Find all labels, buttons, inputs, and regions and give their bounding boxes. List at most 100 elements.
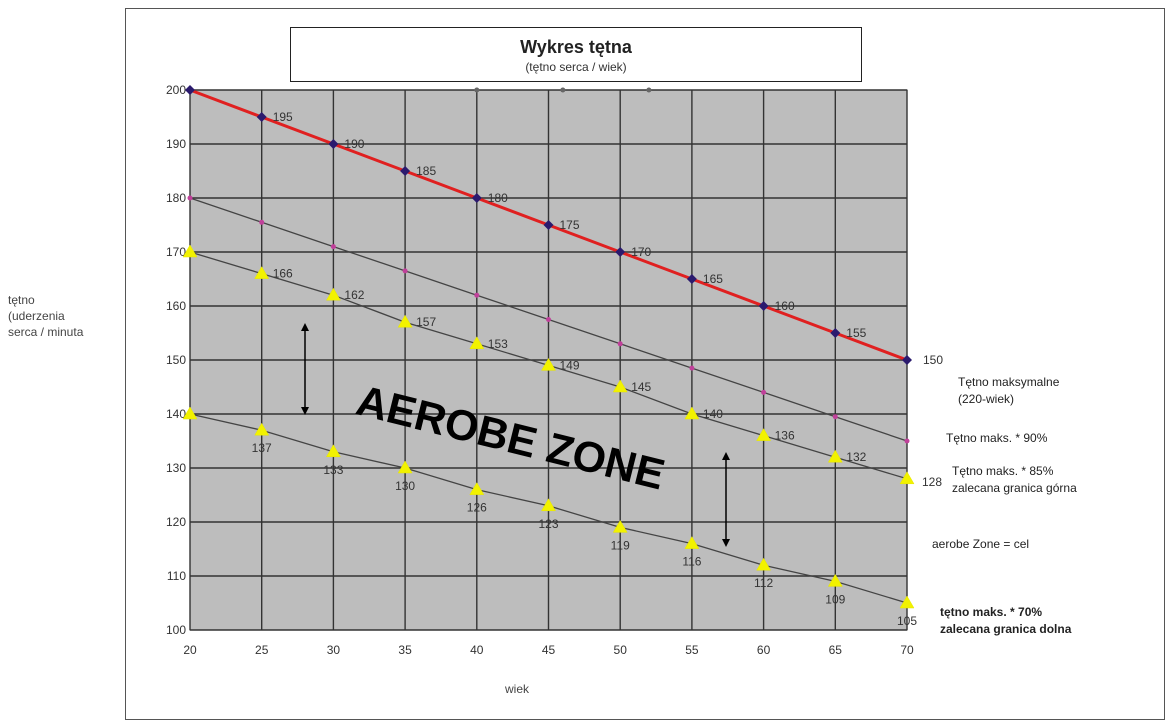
data-point-p90 bbox=[832, 414, 838, 420]
data-point-p90 bbox=[259, 219, 265, 225]
data-point-p90 bbox=[474, 292, 480, 298]
data-point-max bbox=[830, 328, 841, 338]
data-point-p70 bbox=[469, 482, 485, 495]
x-tick-label: 45 bbox=[542, 643, 556, 657]
stray-point bbox=[474, 87, 480, 93]
data-label-p85: 149 bbox=[560, 358, 580, 372]
x-tick-label: 65 bbox=[829, 643, 843, 657]
data-point-p90 bbox=[402, 268, 408, 274]
data-label-p85: 132 bbox=[846, 450, 866, 464]
data-point-max bbox=[543, 220, 554, 230]
x-tick-label: 50 bbox=[614, 643, 628, 657]
legend-p70-label: tętno maks. * 70% zalecana granica dolna bbox=[940, 604, 1071, 638]
stray-point bbox=[646, 87, 652, 93]
data-point-max bbox=[758, 301, 769, 311]
legend-line: Tętno maks. * 90% bbox=[946, 431, 1048, 445]
data-point-p70 bbox=[325, 444, 341, 458]
data-point-p85 bbox=[899, 471, 915, 485]
chart-title: Wykres tętna bbox=[520, 37, 632, 57]
x-tick-label: 30 bbox=[327, 643, 341, 657]
y-tick-label: 150 bbox=[166, 353, 186, 367]
data-label-p70: 109 bbox=[825, 592, 845, 606]
x-tick-label: 55 bbox=[685, 643, 699, 657]
y-tick-label: 190 bbox=[166, 137, 186, 151]
data-label-p70: 116 bbox=[682, 555, 701, 569]
data-label-p85: 157 bbox=[416, 315, 436, 329]
y-tick-label: 120 bbox=[166, 515, 186, 529]
data-label-max: 185 bbox=[416, 164, 436, 178]
data-label-p85: 145 bbox=[631, 380, 651, 394]
data-point-max bbox=[328, 139, 339, 149]
data-label-max: 195 bbox=[273, 110, 293, 124]
data-point-max bbox=[686, 274, 697, 284]
data-point-p70 bbox=[684, 536, 700, 549]
legend-p90-label: Tętno maks. * 90% bbox=[946, 430, 1047, 447]
chart-subtitle: (tętno serca / wiek) bbox=[525, 60, 627, 74]
data-point-p85 bbox=[254, 266, 270, 279]
data-label-p85: 166 bbox=[273, 267, 293, 281]
data-point-p70 bbox=[397, 460, 413, 474]
data-label-p85: 140 bbox=[703, 407, 723, 421]
zone-arrow-right-head-up bbox=[722, 452, 730, 460]
legend-line: zalecana granica dolna bbox=[940, 622, 1072, 636]
data-label-p70: 119 bbox=[611, 538, 630, 552]
data-point-p85 bbox=[684, 406, 700, 420]
data-label-p70: 105 bbox=[897, 614, 917, 628]
data-label-max: 170 bbox=[631, 245, 651, 259]
legend-line: zalecana granica górna bbox=[952, 481, 1077, 495]
data-label-p70: 123 bbox=[538, 517, 558, 531]
data-point-p90 bbox=[689, 365, 695, 371]
data-label-p70: 112 bbox=[754, 576, 773, 590]
data-label-p85: 153 bbox=[488, 337, 508, 351]
data-point-max bbox=[256, 112, 267, 122]
x-tick-label: 40 bbox=[470, 643, 484, 657]
data-label-max: 190 bbox=[344, 137, 364, 151]
data-label-max: 175 bbox=[560, 218, 580, 232]
data-point-p70 bbox=[612, 519, 628, 533]
legend-line: tętno maks. * 70% bbox=[940, 605, 1043, 619]
legend-line: Tętno maks. * 85% bbox=[952, 464, 1054, 478]
data-label-p70: 133 bbox=[323, 463, 343, 477]
data-point-p90 bbox=[761, 389, 767, 395]
y-axis-label-line: serca / minuta bbox=[8, 325, 84, 339]
data-point-p85 bbox=[182, 244, 198, 258]
data-label-max: 155 bbox=[846, 326, 866, 340]
x-tick-label: 70 bbox=[900, 643, 914, 657]
data-label-p70: 130 bbox=[395, 479, 415, 493]
data-point-p85 bbox=[756, 428, 772, 441]
data-point-max bbox=[185, 85, 195, 95]
legend-zone-label: aerobe Zone = cel bbox=[932, 536, 1029, 553]
data-point-p90 bbox=[546, 317, 551, 322]
data-point-p85 bbox=[612, 379, 628, 393]
zone-arrow-left-head-up bbox=[301, 323, 309, 331]
y-tick-label: 170 bbox=[166, 245, 186, 259]
x-tick-label: 25 bbox=[255, 643, 269, 657]
legend-p85-label: Tętno maks. * 85% zalecana granica górna bbox=[952, 463, 1077, 497]
y-tick-label: 160 bbox=[166, 299, 186, 313]
data-label-p70: 126 bbox=[467, 501, 487, 515]
y-tick-label: 100 bbox=[166, 623, 186, 637]
chart-frame bbox=[125, 8, 1165, 720]
x-tick-label: 20 bbox=[183, 643, 197, 657]
data-label-max: 165 bbox=[703, 272, 723, 286]
data-point-p70 bbox=[182, 406, 198, 420]
y-tick-label: 200 bbox=[166, 83, 186, 97]
y-tick-label: 110 bbox=[167, 569, 186, 583]
y-axis-label-line: tętno bbox=[8, 293, 35, 307]
data-point-max bbox=[471, 193, 482, 203]
chart-title-box: Wykres tętna (tętno serca / wiek) bbox=[290, 27, 862, 82]
x-axis-label: wiek bbox=[505, 682, 530, 696]
data-point-p70 bbox=[756, 557, 772, 571]
legend-line: (220-wiek) bbox=[958, 392, 1015, 406]
data-point-max bbox=[615, 247, 626, 257]
data-point-p85 bbox=[827, 449, 843, 463]
data-point-p70 bbox=[254, 422, 270, 436]
y-axis-label-line: (uderzenia bbox=[8, 309, 65, 323]
legend-line: aerobe Zone = cel bbox=[932, 537, 1030, 551]
data-point-max bbox=[902, 355, 912, 365]
data-label-max: 160 bbox=[775, 299, 795, 313]
zone-arrow-left-head-down bbox=[301, 407, 309, 415]
y-tick-label: 140 bbox=[166, 407, 186, 421]
x-tick-label: 35 bbox=[398, 643, 412, 657]
